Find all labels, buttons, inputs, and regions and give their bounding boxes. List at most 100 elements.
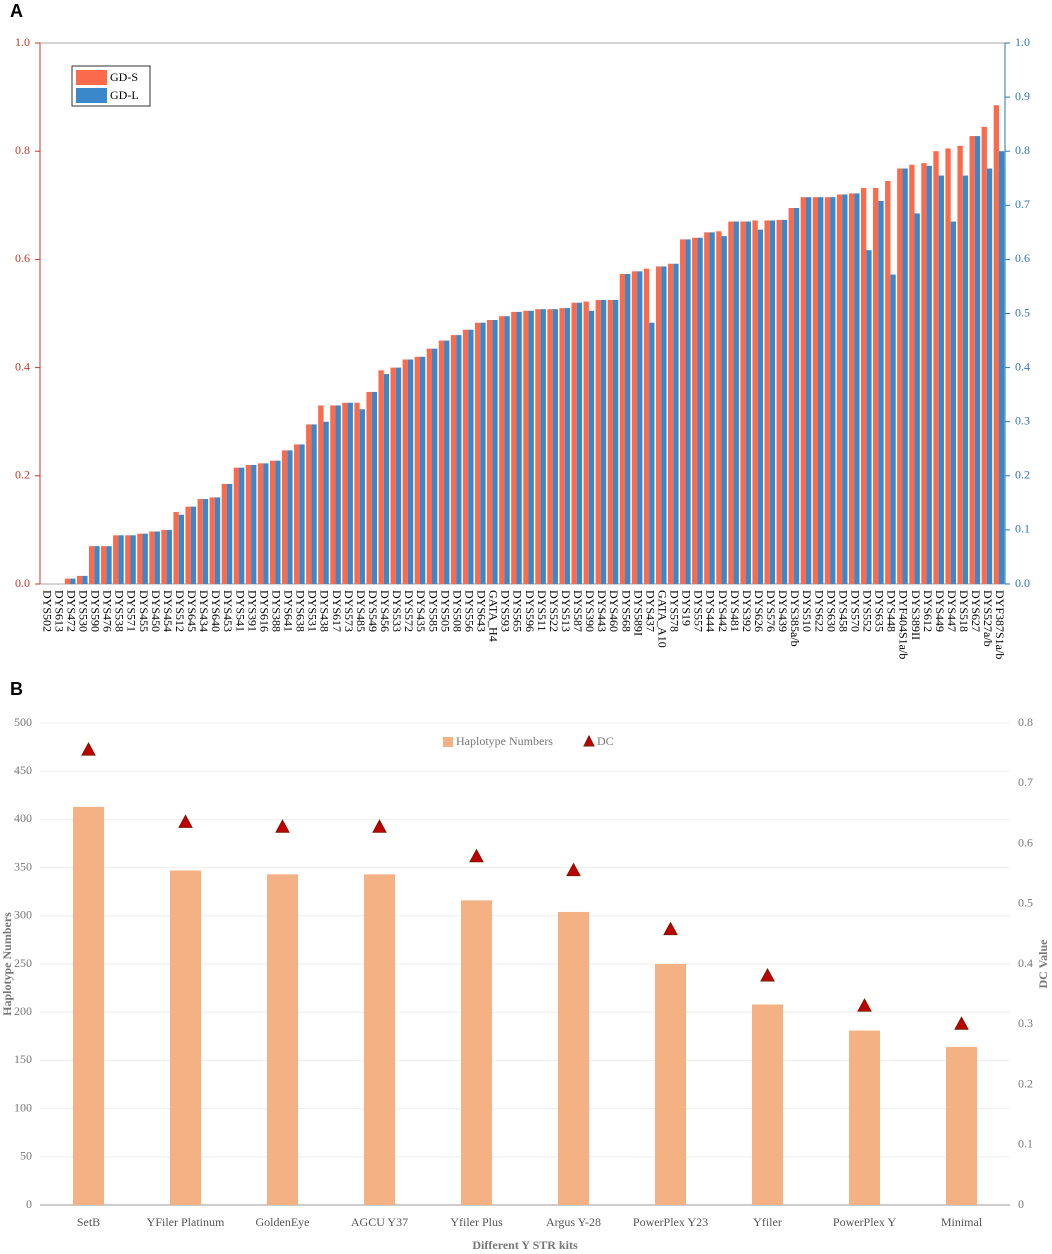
- bar: [226, 483, 233, 584]
- bar: [82, 575, 88, 584]
- bar: [885, 180, 891, 584]
- x-tick-label: DYS391: [245, 590, 259, 632]
- y2-axis-title: DC Value: [1036, 939, 1050, 989]
- x-tick-label: DYS438: [318, 590, 332, 632]
- bar: [655, 266, 662, 584]
- x-tick-label: DYS447: [945, 590, 959, 632]
- x-tick-label: DYS512: [173, 590, 187, 632]
- y2-tick-label: 0.1: [1018, 1137, 1033, 1151]
- bar: [793, 208, 800, 584]
- x-tick-label: SetB: [77, 1215, 100, 1229]
- bar: [764, 220, 770, 584]
- x-tick-label: AGCU Y37: [351, 1215, 408, 1229]
- x-tick-label: DYS448: [885, 590, 899, 632]
- x-tick-label: GATA_H4: [487, 590, 501, 642]
- x-tick-label: DYS616: [257, 590, 271, 632]
- bar: [154, 531, 160, 584]
- bar: [897, 168, 903, 584]
- y2-tick-label: 0.8: [1018, 715, 1033, 729]
- bar: [805, 197, 812, 584]
- y2-tick-label: 0.6: [1018, 835, 1033, 849]
- x-tick-label: DYS549: [366, 590, 380, 632]
- x-tick-label: DYS434: [197, 590, 211, 632]
- bar: [733, 221, 739, 584]
- bar: [251, 464, 257, 584]
- legend-swatch: [443, 737, 453, 747]
- x-tick-label: Yfiler: [753, 1215, 782, 1229]
- triangle-marker: [469, 848, 484, 863]
- bar: [667, 263, 674, 584]
- bar: [354, 402, 360, 584]
- x-tick-label: DYS476: [101, 590, 115, 632]
- y2-tick-label: 0.4: [1018, 956, 1033, 970]
- y-tick-label: 0.0: [15, 576, 30, 590]
- x-tick-label: DYS541: [233, 590, 247, 632]
- bar: [950, 221, 957, 584]
- x-tick-label: DYF387S1a/b: [993, 590, 1007, 659]
- x-tick-label: DYS460: [607, 590, 621, 632]
- bar: [854, 193, 860, 584]
- bar: [335, 405, 341, 584]
- y2-tick-label: 0.2: [1018, 1076, 1033, 1090]
- bar: [866, 250, 872, 584]
- bar: [438, 340, 445, 584]
- triangle-marker: [81, 742, 96, 756]
- y-tick-label: 100: [14, 1100, 32, 1114]
- x-tick-label: Argus Y-28: [546, 1215, 601, 1229]
- bar: [378, 370, 384, 584]
- y-tick-label: 0.8: [15, 143, 30, 157]
- x-tick-label: DYS455: [137, 590, 151, 632]
- x-tick-label: DYS481: [728, 590, 742, 632]
- x-tick-label: DYS570: [848, 590, 862, 632]
- x-tick-label: DYS508: [450, 590, 464, 632]
- x-tick-label: DYS626: [752, 590, 766, 632]
- bar: [342, 402, 348, 584]
- y2-tick-label: 0.0: [1015, 576, 1030, 590]
- bar: [395, 367, 402, 584]
- bar: [419, 356, 426, 584]
- bar: [848, 1030, 881, 1205]
- y-tick-label: 250: [14, 956, 32, 970]
- y-tick-label: 1.0: [15, 35, 30, 49]
- bar: [444, 340, 450, 584]
- bar: [294, 444, 300, 584]
- x-tick-label: DYS568: [619, 590, 633, 632]
- y-tick-label: 400: [14, 811, 32, 825]
- bar: [528, 310, 534, 584]
- bar: [169, 870, 202, 1205]
- bar: [432, 348, 438, 584]
- bar: [902, 168, 908, 584]
- bar: [137, 533, 143, 584]
- x-tick-label: DYS622: [812, 590, 826, 632]
- bar: [595, 299, 601, 584]
- bar: [962, 175, 969, 585]
- x-tick-label: YFiler Platinum: [147, 1215, 225, 1229]
- bar: [824, 197, 831, 584]
- x-tick-label: DYS640: [209, 590, 223, 632]
- y2-tick-label: 0.8: [1015, 143, 1030, 157]
- bar: [149, 531, 155, 584]
- bar: [287, 450, 293, 584]
- x-tick-label: DYS456: [378, 590, 392, 632]
- bar: [456, 335, 462, 584]
- bar: [673, 263, 679, 584]
- y-tick-label: 200: [14, 1004, 32, 1018]
- bar: [842, 194, 848, 585]
- bar: [263, 463, 269, 584]
- bar: [474, 322, 481, 584]
- bar: [860, 187, 867, 584]
- x-tick-label: DYS565: [511, 590, 525, 632]
- bar: [239, 467, 245, 584]
- bar: [460, 900, 493, 1205]
- bar: [76, 575, 83, 584]
- legend-label: DC: [597, 734, 614, 748]
- triangle-marker: [566, 862, 581, 877]
- bar: [938, 175, 944, 585]
- y2-tick-label: 0.5: [1015, 305, 1030, 319]
- x-tick-label: DYS502: [40, 590, 54, 632]
- x-tick-label: DYS518: [957, 590, 971, 632]
- x-tick-label: PowerPlex Y: [833, 1215, 897, 1229]
- legend-label: GD-S: [110, 70, 138, 84]
- bar: [390, 367, 396, 584]
- bar: [680, 239, 686, 584]
